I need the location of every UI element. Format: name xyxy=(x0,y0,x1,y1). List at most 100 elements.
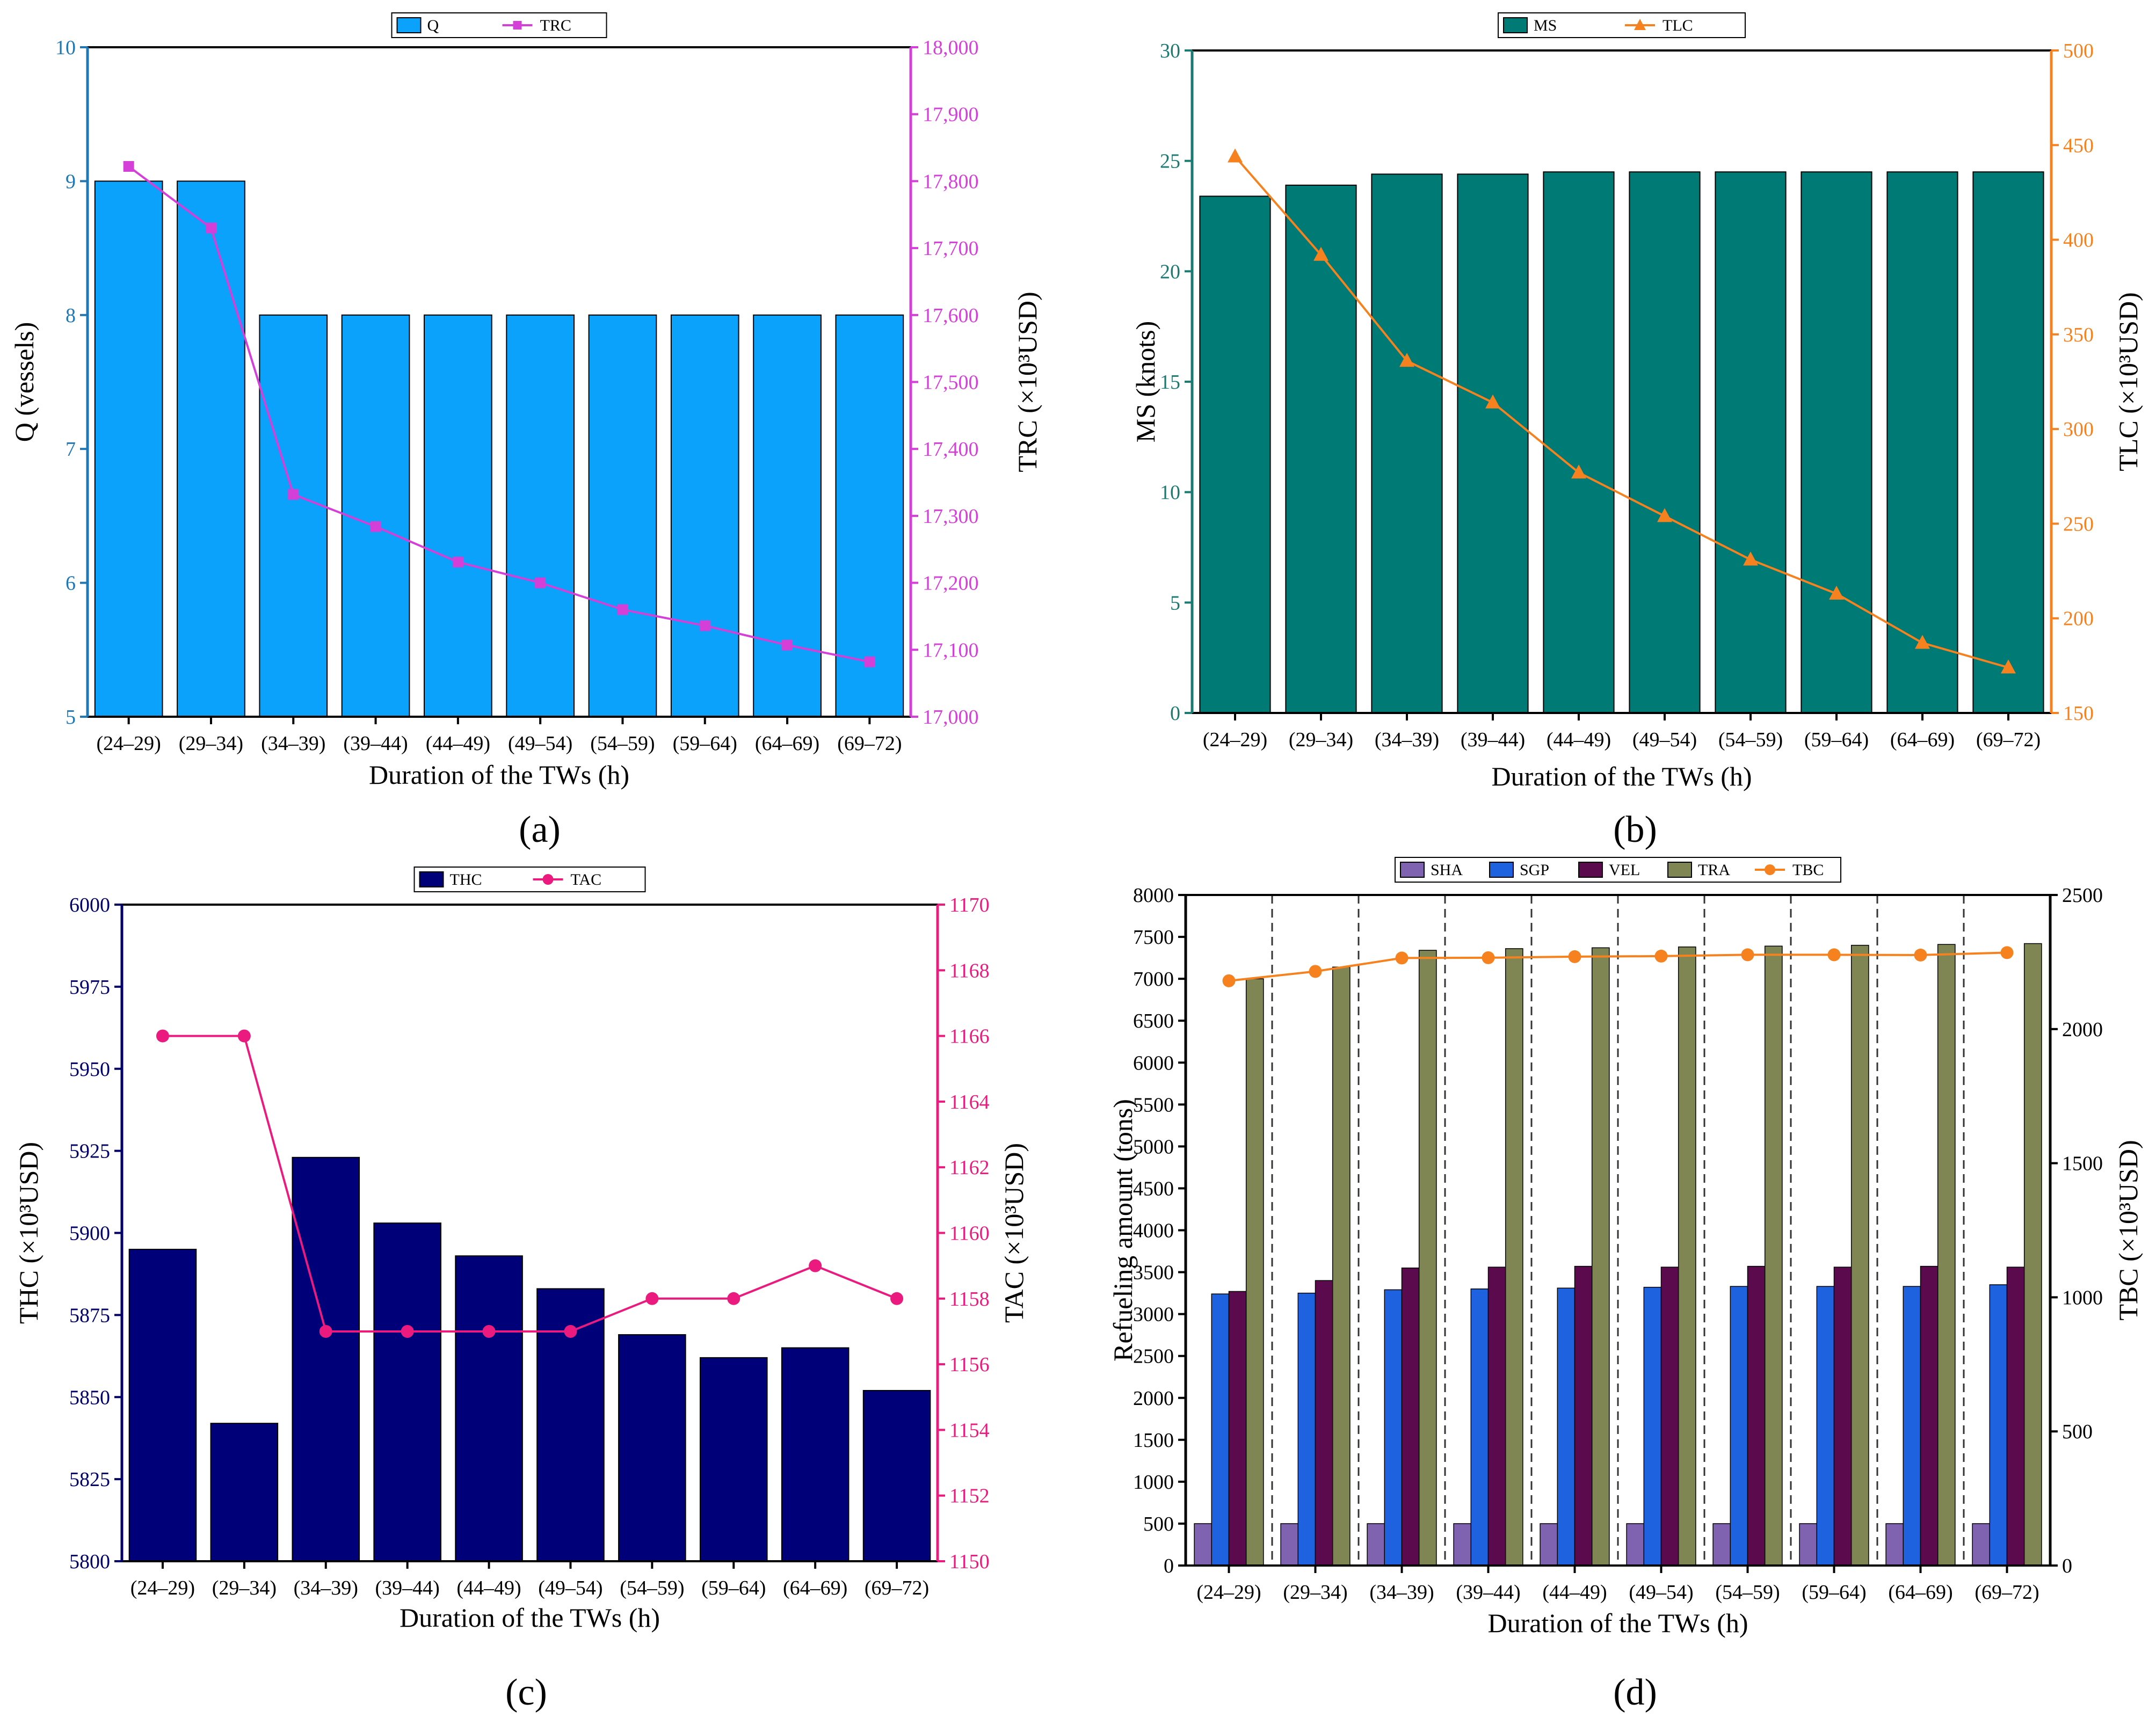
chart-1-bar-ms-1 xyxy=(1285,184,1357,714)
chart-2-point-tac-6 xyxy=(645,1292,659,1305)
chart-3-bar-sgp-6 xyxy=(1730,1286,1748,1566)
panel-a-chart: 5 6 7 8 9 10 17,000 17,100 17,200 17,300 17,400 17,… xyxy=(9,12,1042,790)
chart-1-xtick-label-6: (54–59) xyxy=(1718,729,1783,751)
chart-1-legend xyxy=(1498,12,1746,38)
chart-3-bar-sgp-0 xyxy=(1211,1293,1230,1566)
chart-0-point-trc-2 xyxy=(288,489,299,500)
chart-1-xtick-label-1: (29–34) xyxy=(1289,729,1353,751)
chart-0-xtick-label-0: (24–29) xyxy=(96,732,161,755)
chart-3-y2tick-label-1: 500 xyxy=(2062,1421,2093,1443)
chart-3-bar-sha-5 xyxy=(1626,1523,1645,1566)
chart-3-bar-vel-9 xyxy=(2006,1266,2025,1566)
chart-2-line-tac xyxy=(162,1035,897,1333)
chart-1-point-tlc-5 xyxy=(1657,508,1672,522)
chart-3-bar-vel-7 xyxy=(1833,1266,1852,1566)
chart-2-xtick-label-9: (69–72) xyxy=(865,1577,929,1599)
chart-1-legend-marker-tlc xyxy=(1634,19,1646,30)
chart-1-ylabel: MS (knots) xyxy=(1130,321,1160,442)
chart-2-bar-thc-4 xyxy=(455,1255,523,1562)
chart-0-xlabel: Duration of the TWs (h) xyxy=(369,760,629,790)
chart-0-ytick-label-1: 6 xyxy=(66,572,76,595)
chart-2-y2tick-label-4: 1158 xyxy=(949,1288,990,1311)
chart-0-y2tick-label-10: 18,000 xyxy=(923,37,979,59)
chart-0-ylabel: Q (vessels) xyxy=(9,322,39,442)
chart-3-bar-vel-2 xyxy=(1401,1268,1420,1566)
chart-2-xtick-label-2: (34–39) xyxy=(294,1577,358,1599)
chart-1-bar-ms-5 xyxy=(1629,171,1701,714)
chart-3-xtick-label-5: (49–54) xyxy=(1629,1581,1693,1604)
chart-3-y2tick-label-5: 2500 xyxy=(2062,884,2103,907)
chart-2-point-tac-3 xyxy=(401,1324,414,1338)
chart-2-ytick-label-6: 5950 xyxy=(69,1058,110,1081)
chart-3-bar-tra-3 xyxy=(1505,948,1523,1566)
chart-3-bar-tra-8 xyxy=(1937,944,1956,1566)
chart-1-point-tlc-3 xyxy=(1485,394,1500,409)
chart-2-y2tick-label-7: 1164 xyxy=(949,1091,990,1113)
chart-1-y2tick-label-0: 150 xyxy=(2063,702,2094,725)
chart-3-xtick-label-9: (69–72) xyxy=(1974,1581,2039,1604)
chart-0-legend-swatch-q xyxy=(396,17,422,33)
chart-3-ytick-label-16: 8000 xyxy=(1133,884,1174,907)
chart-0-point-trc-1 xyxy=(205,222,216,234)
chart-3-bar-sgp-2 xyxy=(1384,1289,1403,1566)
chart-1-y2label: TLC (×10³USD) xyxy=(2113,292,2143,471)
chart-2-xtick-label-5: (49–54) xyxy=(538,1577,602,1599)
chart-1-ytick-label-2: 10 xyxy=(1160,482,1180,504)
chart-2-point-tac-7 xyxy=(727,1292,741,1305)
chart-3-legend-label-tra: TRA xyxy=(1698,861,1730,879)
chart-0-point-trc-7 xyxy=(699,620,710,631)
chart-2-ytick-label-0: 5800 xyxy=(69,1550,110,1573)
chart-3-point-tbc-3 xyxy=(1482,951,1495,964)
chart-2-xtick-label-7: (59–64) xyxy=(701,1577,766,1599)
chart-3-xtick-label-7: (59–64) xyxy=(1802,1581,1866,1604)
chart-3-point-tbc-9 xyxy=(2000,946,2014,959)
chart-0-point-trc-9 xyxy=(864,656,875,667)
chart-0-xtick-label-9: (69–72) xyxy=(837,732,902,755)
chart-0-legend-label-q: Q xyxy=(427,17,439,34)
chart-2-y2tick-label-0: 1150 xyxy=(949,1550,990,1573)
chart-1-xtick-label-3: (39–44) xyxy=(1461,729,1525,751)
chart-3-ytick-label-11: 5500 xyxy=(1133,1094,1174,1116)
chart-2-legend-swatch-thc xyxy=(419,871,444,887)
chart-2-bar-thc-0 xyxy=(128,1249,197,1562)
chart-0-y2tick-label-8: 17,800 xyxy=(923,170,979,193)
chart-1-bar-ms-3 xyxy=(1457,173,1529,714)
chart-3-y2label: TBC (×10³USD) xyxy=(2113,1140,2143,1320)
chart-1-line-tlc xyxy=(1234,156,2009,669)
chart-2-y2tick-label-1: 1152 xyxy=(949,1485,990,1508)
chart-3-point-tbc-7 xyxy=(1827,948,1841,962)
chart-2-ylabel: THC (×10³USD) xyxy=(13,1142,43,1324)
chart-1-bar-ms-8 xyxy=(1886,171,1958,714)
chart-2-legend-label-thc: THC xyxy=(450,871,482,889)
chart-2-bar-thc-8 xyxy=(781,1347,850,1562)
chart-0-xtick-label-4: (44–49) xyxy=(426,732,490,755)
chart-3-ytick-label-13: 6500 xyxy=(1133,1010,1174,1032)
chart-1-y2tick-label-1: 200 xyxy=(2063,608,2094,630)
chart-3-legend-label-sha: SHA xyxy=(1431,861,1463,879)
chart-1-legend-label-tlc: TLC xyxy=(1663,17,1693,34)
chart-2-ytick-label-5: 5925 xyxy=(69,1140,110,1163)
chart-1-legend-swatch-ms xyxy=(1503,17,1528,33)
chart-2-ytick-label-4: 5900 xyxy=(69,1222,110,1245)
chart-2-xtick-label-6: (54–59) xyxy=(620,1577,684,1599)
chart-3-y2tick-label-3: 1500 xyxy=(2062,1153,2103,1175)
chart-3-bar-vel-3 xyxy=(1487,1266,1506,1566)
chart-3-ytick-label-1: 500 xyxy=(1143,1513,1174,1535)
chart-0-ytick-label-2: 7 xyxy=(66,438,76,461)
chart-2-bar-thc-1 xyxy=(210,1423,279,1562)
chart-0-xtick-label-3: (39–44) xyxy=(343,732,408,755)
chart-0-point-trc-4 xyxy=(452,556,463,567)
chart-3-xtick-label-3: (39–44) xyxy=(1456,1581,1520,1604)
chart-3-bar-vel-0 xyxy=(1228,1291,1247,1566)
chart-3-bar-tra-1 xyxy=(1332,966,1351,1566)
chart-1-xtick-label-5: (49–54) xyxy=(1632,729,1697,751)
chart-0-xtick-label-8: (64–69) xyxy=(755,732,819,755)
chart-1-y2tick-label-2: 250 xyxy=(2063,513,2094,535)
chart-2-bar-thc-2 xyxy=(292,1156,360,1562)
chart-1-point-tlc-9 xyxy=(2001,659,2016,674)
chart-3-ytick-label-3: 1500 xyxy=(1133,1429,1174,1452)
chart-0-bar-q-2 xyxy=(259,314,328,717)
chart-0-ytick-label-4: 9 xyxy=(66,170,76,193)
chart-3-bar-sha-8 xyxy=(1885,1523,1904,1566)
chart-3-ytick-label-14: 7000 xyxy=(1133,968,1174,991)
